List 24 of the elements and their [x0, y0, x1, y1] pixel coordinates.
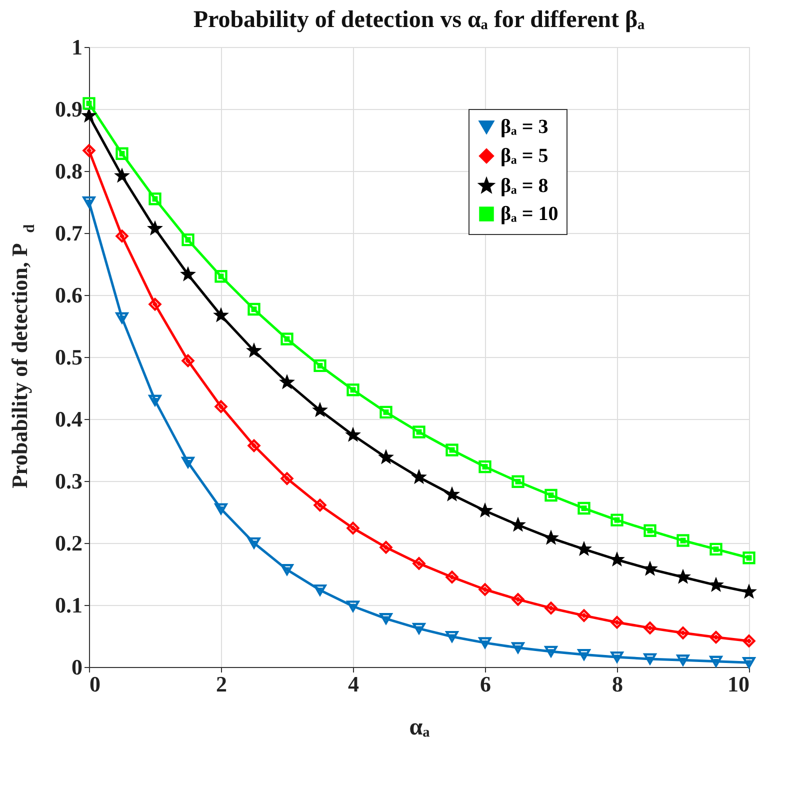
x-tick-label: 0: [90, 672, 100, 696]
y-tick-label: 0.5: [55, 344, 82, 370]
legend-label: βₐ = 3: [500, 116, 548, 138]
y-tick-label: 0.6: [55, 282, 82, 308]
legend-label: βₐ = 5: [500, 145, 548, 167]
x-tick-label: 6: [480, 672, 491, 696]
x-tick-label: 8: [612, 672, 623, 696]
chart-title: Probability of detection vs αₐ for different βₐ: [193, 7, 645, 33]
y-tick-label: 0.3: [55, 468, 82, 494]
y-tick-label: 0: [72, 654, 82, 680]
y-tick-label: 0.7: [55, 220, 82, 246]
y-axis-title: Probability of detection, Pd: [7, 224, 38, 488]
x-tick-label: 2: [216, 672, 227, 696]
x-tick-label: 10: [728, 672, 750, 696]
legend-label: βₐ = 10: [500, 203, 558, 225]
y-tick-label: 0.8: [55, 158, 82, 184]
y-tick-label: 1: [72, 34, 82, 60]
y-tick-label: 0.4: [55, 406, 82, 432]
legend-label: βₐ = 8: [500, 175, 548, 197]
x-axis-title: αₐ: [409, 714, 430, 740]
y-tick-label: 0.9: [55, 96, 82, 122]
y-tick-label: 0.2: [55, 530, 82, 556]
x-tick-label: 4: [348, 672, 359, 696]
y-tick-label: 0.1: [55, 592, 82, 618]
